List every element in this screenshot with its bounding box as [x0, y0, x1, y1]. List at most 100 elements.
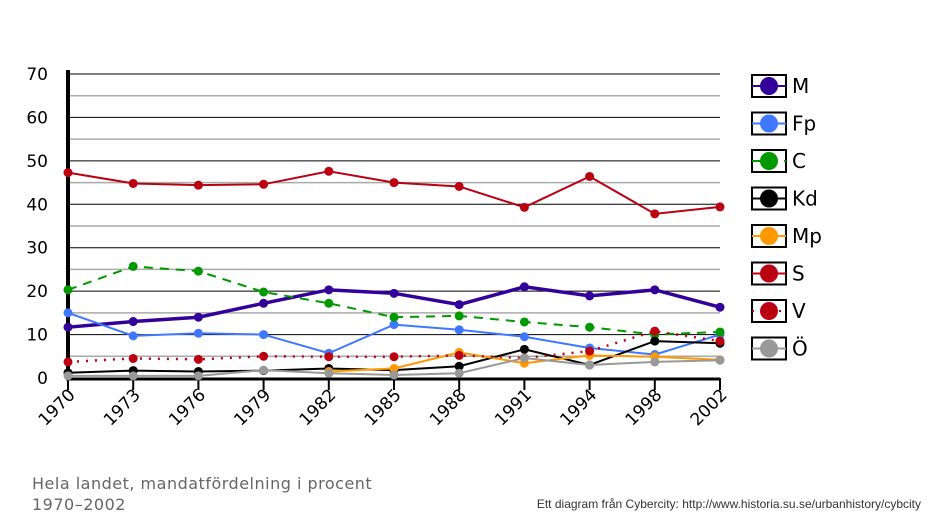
- legend-marker: [760, 227, 778, 245]
- x-tick-label: 1973: [100, 385, 145, 430]
- series-V: [63, 326, 725, 367]
- data-point: [585, 171, 595, 181]
- data-point: [715, 336, 725, 346]
- data-point: [454, 350, 464, 360]
- data-point: [454, 181, 464, 191]
- legend-marker: [760, 302, 778, 320]
- data-point: [63, 168, 73, 178]
- series-line: [67, 265, 721, 336]
- data-point: [128, 178, 138, 188]
- data-point: [389, 363, 399, 373]
- series-line: [67, 329, 721, 364]
- legend-label: C: [792, 149, 806, 173]
- legend-marker: [760, 114, 778, 133]
- data-point: [585, 346, 595, 356]
- chart-caption: Hela landet, mandatfördelning i procent …: [32, 473, 372, 515]
- legend-label: M: [792, 74, 809, 98]
- data-point: [259, 179, 269, 189]
- data-point: [715, 355, 725, 365]
- data-point: [519, 202, 529, 212]
- y-tick-label: 10: [26, 326, 48, 346]
- y-tick-label: 20: [26, 282, 48, 302]
- data-point: [63, 357, 73, 367]
- data-point: [389, 370, 399, 380]
- data-point: [324, 368, 334, 378]
- legend-label: S: [792, 262, 805, 286]
- data-point: [715, 202, 725, 212]
- data-point: [128, 353, 138, 363]
- legend-item-Ö: Ö: [751, 336, 808, 361]
- data-point: [259, 287, 269, 297]
- legend-label: Ö: [792, 337, 808, 361]
- data-point: [63, 371, 73, 381]
- y-tick-label: 0: [37, 369, 48, 389]
- legend-item-M: M: [751, 74, 809, 98]
- data-point: [128, 331, 138, 341]
- data-point: [389, 178, 399, 188]
- data-point: [259, 365, 269, 375]
- data-point: [650, 336, 660, 346]
- x-tick-label: 1985: [361, 385, 406, 430]
- data-point: [454, 311, 464, 321]
- data-point: [63, 285, 73, 295]
- legend-marker: [760, 264, 778, 283]
- legend-item-Mp: Mp: [751, 224, 822, 248]
- data-point: [128, 317, 138, 327]
- data-point: [193, 312, 203, 322]
- data-point: [193, 371, 203, 381]
- y-tick-label: 30: [26, 239, 48, 259]
- data-point: [454, 361, 464, 371]
- data-point: [259, 298, 269, 308]
- legend-marker: [760, 77, 778, 95]
- data-point: [519, 353, 529, 363]
- chart-subtitle: 1970–2002: [32, 495, 126, 514]
- series-line: [67, 170, 721, 215]
- y-tick-label: 60: [26, 108, 48, 128]
- data-point: [715, 302, 725, 312]
- data-point: [389, 352, 399, 362]
- series-C: [63, 261, 725, 340]
- data-point: [324, 166, 334, 176]
- data-point: [63, 308, 73, 318]
- data-point: [519, 282, 529, 292]
- data-point: [193, 354, 203, 364]
- data-point: [650, 209, 660, 219]
- x-tick-label: 1982: [296, 385, 341, 430]
- data-point: [259, 351, 269, 361]
- data-point: [193, 266, 203, 276]
- y-tick-label: 70: [26, 65, 48, 85]
- data-point: [389, 288, 399, 298]
- data-point: [585, 360, 595, 370]
- y-tick-label: 40: [26, 195, 48, 215]
- data-point: [650, 326, 660, 336]
- data-point: [585, 322, 595, 332]
- legend-label: Mp: [792, 224, 822, 248]
- line-chart: 0 10 20 30 40 50 60 70 1970 1973 1976 1979 1982 1985 1…: [26, 65, 822, 430]
- data-point: [193, 328, 203, 338]
- data-point: [454, 368, 464, 378]
- data-point: [715, 327, 725, 337]
- x-tick-label: 1976: [165, 385, 210, 430]
- legend-marker: [760, 339, 778, 358]
- legend-marker: [760, 189, 778, 208]
- legend-marker: [760, 152, 778, 170]
- data-point: [519, 344, 529, 354]
- data-point: [389, 320, 399, 330]
- data-point: [454, 325, 464, 335]
- data-point: [454, 300, 464, 310]
- data-point: [389, 312, 399, 322]
- chart-title: Hela landet, mandatfördelning i procent: [32, 474, 373, 493]
- legend-item-Fp: Fp: [751, 111, 816, 136]
- data-point: [324, 352, 334, 362]
- x-tick-label: 1998: [622, 385, 667, 430]
- data-point: [585, 291, 595, 301]
- data-point: [259, 330, 269, 340]
- legend-item-Kd: Kd: [751, 186, 818, 211]
- data-point: [519, 332, 529, 342]
- data-point: [519, 317, 529, 327]
- x-tick-label: 1970: [35, 385, 80, 430]
- legend-label: Kd: [792, 187, 818, 211]
- data-point: [324, 285, 334, 295]
- series-Ö: [63, 353, 725, 381]
- data-point: [650, 357, 660, 367]
